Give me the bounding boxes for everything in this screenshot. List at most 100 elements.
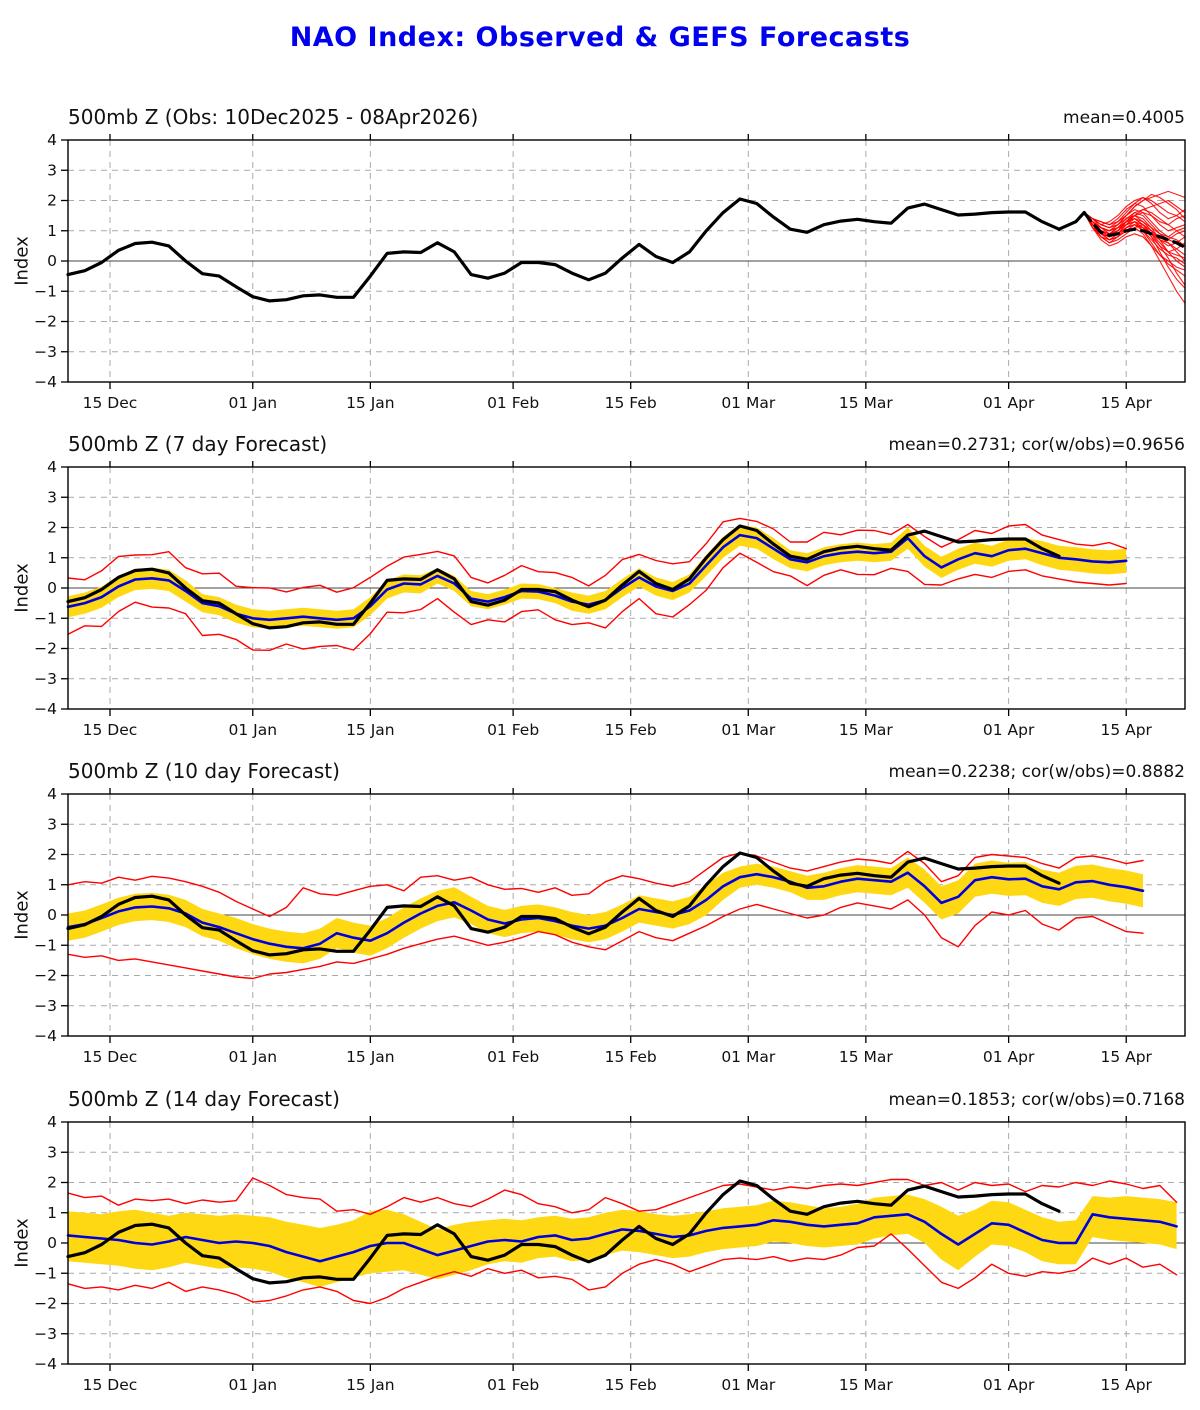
x-tick-label: 01 Apr [983, 1048, 1035, 1066]
y-tick-label: 0 [47, 252, 57, 270]
y-tick-label: 4 [47, 458, 57, 476]
x-tick-label: 15 Jan [346, 394, 395, 412]
y-tick-label: −4 [34, 373, 57, 391]
x-tick-label: 01 Feb [487, 1376, 539, 1394]
y-tick-label: 3 [47, 488, 57, 506]
x-tick-label: 01 Mar [721, 721, 776, 739]
y-tick-label: 3 [47, 1143, 57, 1161]
x-tick-label: 15 Apr [1100, 1376, 1152, 1394]
y-tick-label: 2 [47, 1174, 57, 1192]
y-tick-label: −3 [34, 343, 57, 361]
x-tick-label: 15 Apr [1100, 721, 1152, 739]
y-tick-label: −3 [34, 997, 57, 1015]
y-tick-label: 3 [47, 815, 57, 833]
panel-title: 500mb Z (14 day Forecast) [68, 1087, 340, 1111]
observed-extension-line [1057, 211, 1086, 231]
y-tick-label: −2 [34, 1295, 57, 1313]
panel-observed-plot: 15 Dec 01 Jan 15 Jan 01 Feb 15 Feb 01 Mar 15 M… [34, 131, 1187, 412]
x-tick-label: 15 Feb [605, 721, 657, 739]
observed-line [66, 851, 1061, 957]
panel-title: 500mb Z (7 day Forecast) [68, 432, 328, 456]
panel-7day-header: 500mb Z (7 day Forecast) mean=0.2731; co… [68, 427, 1185, 455]
x-tick-label: 15 Apr [1100, 1048, 1152, 1066]
x-tick-label: 15 Mar [839, 394, 894, 412]
y-tick-label: −3 [34, 670, 57, 688]
x-tick-label: 01 Apr [983, 394, 1035, 412]
panel-14day-plot: 15 Dec 01 Jan 15 Jan 01 Feb 15 Feb 01 Mar 15 M… [34, 1113, 1186, 1394]
x-tick-label: 01 Jan [228, 1376, 277, 1394]
page-title: NAO Index: Observed & GEFS Forecasts [289, 22, 911, 53]
ensemble-member-line [1083, 193, 1186, 226]
ensemble-spread-band [68, 524, 1127, 629]
y-tick-label: −1 [34, 1264, 57, 1282]
envelope-min-line [67, 899, 1144, 980]
x-tick-label: 01 Mar [721, 394, 776, 412]
x-tick-label: 15 Jan [346, 1376, 395, 1394]
envelope-max-line [67, 1177, 1178, 1215]
panel-10day-header: 500mb Z (10 day Forecast) mean=0.2238; c… [68, 754, 1185, 782]
x-tick-label: 01 Feb [487, 1048, 539, 1066]
x-tick-label: 01 Jan [228, 721, 277, 739]
x-tick-label: 15 Feb [605, 1048, 657, 1066]
y-tick-label: 2 [47, 192, 57, 210]
panel-7day-plot: 15 Dec 01 Jan 15 Jan 01 Feb 15 Feb 01 Mar 15 M… [34, 458, 1186, 739]
y-tick-label: 2 [47, 846, 57, 864]
observed-line [66, 524, 1061, 630]
observed-line [66, 1179, 1061, 1285]
y-tick-label: 1 [47, 876, 57, 894]
y-tick-label: −1 [34, 282, 57, 300]
y-tick-label: 4 [47, 785, 57, 803]
y-tick-label: −1 [34, 609, 57, 627]
panel-title: 500mb Z (Obs: 10Dec2025 - 08Apr2026) [68, 105, 479, 129]
y-tick-label: 3 [47, 161, 57, 179]
panel-14day-header: 500mb Z (14 day Forecast) mean=0.1853; c… [68, 1082, 1185, 1110]
y-tick-label: 0 [47, 906, 57, 924]
y-tick-label: −2 [34, 967, 57, 985]
observed-line [66, 197, 1061, 303]
x-tick-label: 15 Dec [83, 1048, 138, 1066]
y-tick-label: 4 [47, 1113, 57, 1131]
forecast-mean-line [66, 1213, 1178, 1263]
ensemble-mean-dashed-line [1082, 211, 1187, 249]
y-tick-label: 4 [47, 131, 57, 149]
ensemble-member-line [1083, 212, 1186, 265]
ensemble-spread-band [68, 857, 1143, 964]
y-tick-label: −4 [34, 1355, 57, 1373]
y-tick-label: −2 [34, 640, 57, 658]
x-tick-label: 15 Dec [83, 1376, 138, 1394]
y-tick-label: 0 [47, 1234, 57, 1252]
y-tick-label: 1 [47, 1204, 57, 1222]
panel-stats: mean=0.1853; cor(w/obs)=0.7168 [888, 1089, 1185, 1110]
x-tick-label: 01 Apr [983, 721, 1035, 739]
x-tick-label: 15 Mar [839, 1048, 894, 1066]
x-tick-label: 15 Mar [839, 1376, 894, 1394]
envelope-min-line [67, 552, 1127, 651]
y-tick-label: −3 [34, 1325, 57, 1343]
x-tick-label: 01 Feb [487, 394, 539, 412]
x-tick-label: 15 Feb [605, 1376, 657, 1394]
y-tick-label: −4 [34, 1027, 57, 1045]
x-tick-label: 01 Apr [983, 1376, 1035, 1394]
y-tick-label: 1 [47, 222, 57, 240]
panel-14day-forecast: 500mb Z (14 day Forecast) mean=0.1853; c… [0, 1088, 1200, 1410]
envelope-min-line [67, 1233, 1178, 1305]
panel-10day-plot: 15 Dec 01 Jan 15 Jan 01 Feb 15 Feb 01 Mar 15 M… [34, 785, 1186, 1066]
x-tick-label: 15 Jan [346, 721, 395, 739]
y-tick-label: 1 [47, 549, 57, 567]
x-tick-label: 01 Feb [487, 721, 539, 739]
panel-stats: mean=0.2731; cor(w/obs)=0.9656 [888, 434, 1185, 455]
x-tick-label: 15 Feb [605, 394, 657, 412]
panel-stats: mean=0.2238; cor(w/obs)=0.8882 [888, 761, 1185, 782]
y-tick-label: −4 [34, 700, 57, 718]
panel-observed-header: 500mb Z (Obs: 10Dec2025 - 08Apr2026) mea… [68, 100, 1185, 128]
panel-title: 500mb Z (10 day Forecast) [68, 759, 340, 783]
ensemble-member-line [1083, 209, 1186, 247]
x-tick-label: 15 Apr [1100, 394, 1152, 412]
y-tick-label: 2 [47, 519, 57, 537]
x-tick-label: 15 Dec [83, 721, 138, 739]
x-tick-label: 15 Jan [346, 1048, 395, 1066]
y-tick-label: 0 [47, 579, 57, 597]
x-tick-label: 15 Mar [839, 721, 894, 739]
x-tick-label: 15 Dec [83, 394, 138, 412]
panel-10day-forecast: 500mb Z (10 day Forecast) mean=0.2238; c… [0, 760, 1200, 1082]
